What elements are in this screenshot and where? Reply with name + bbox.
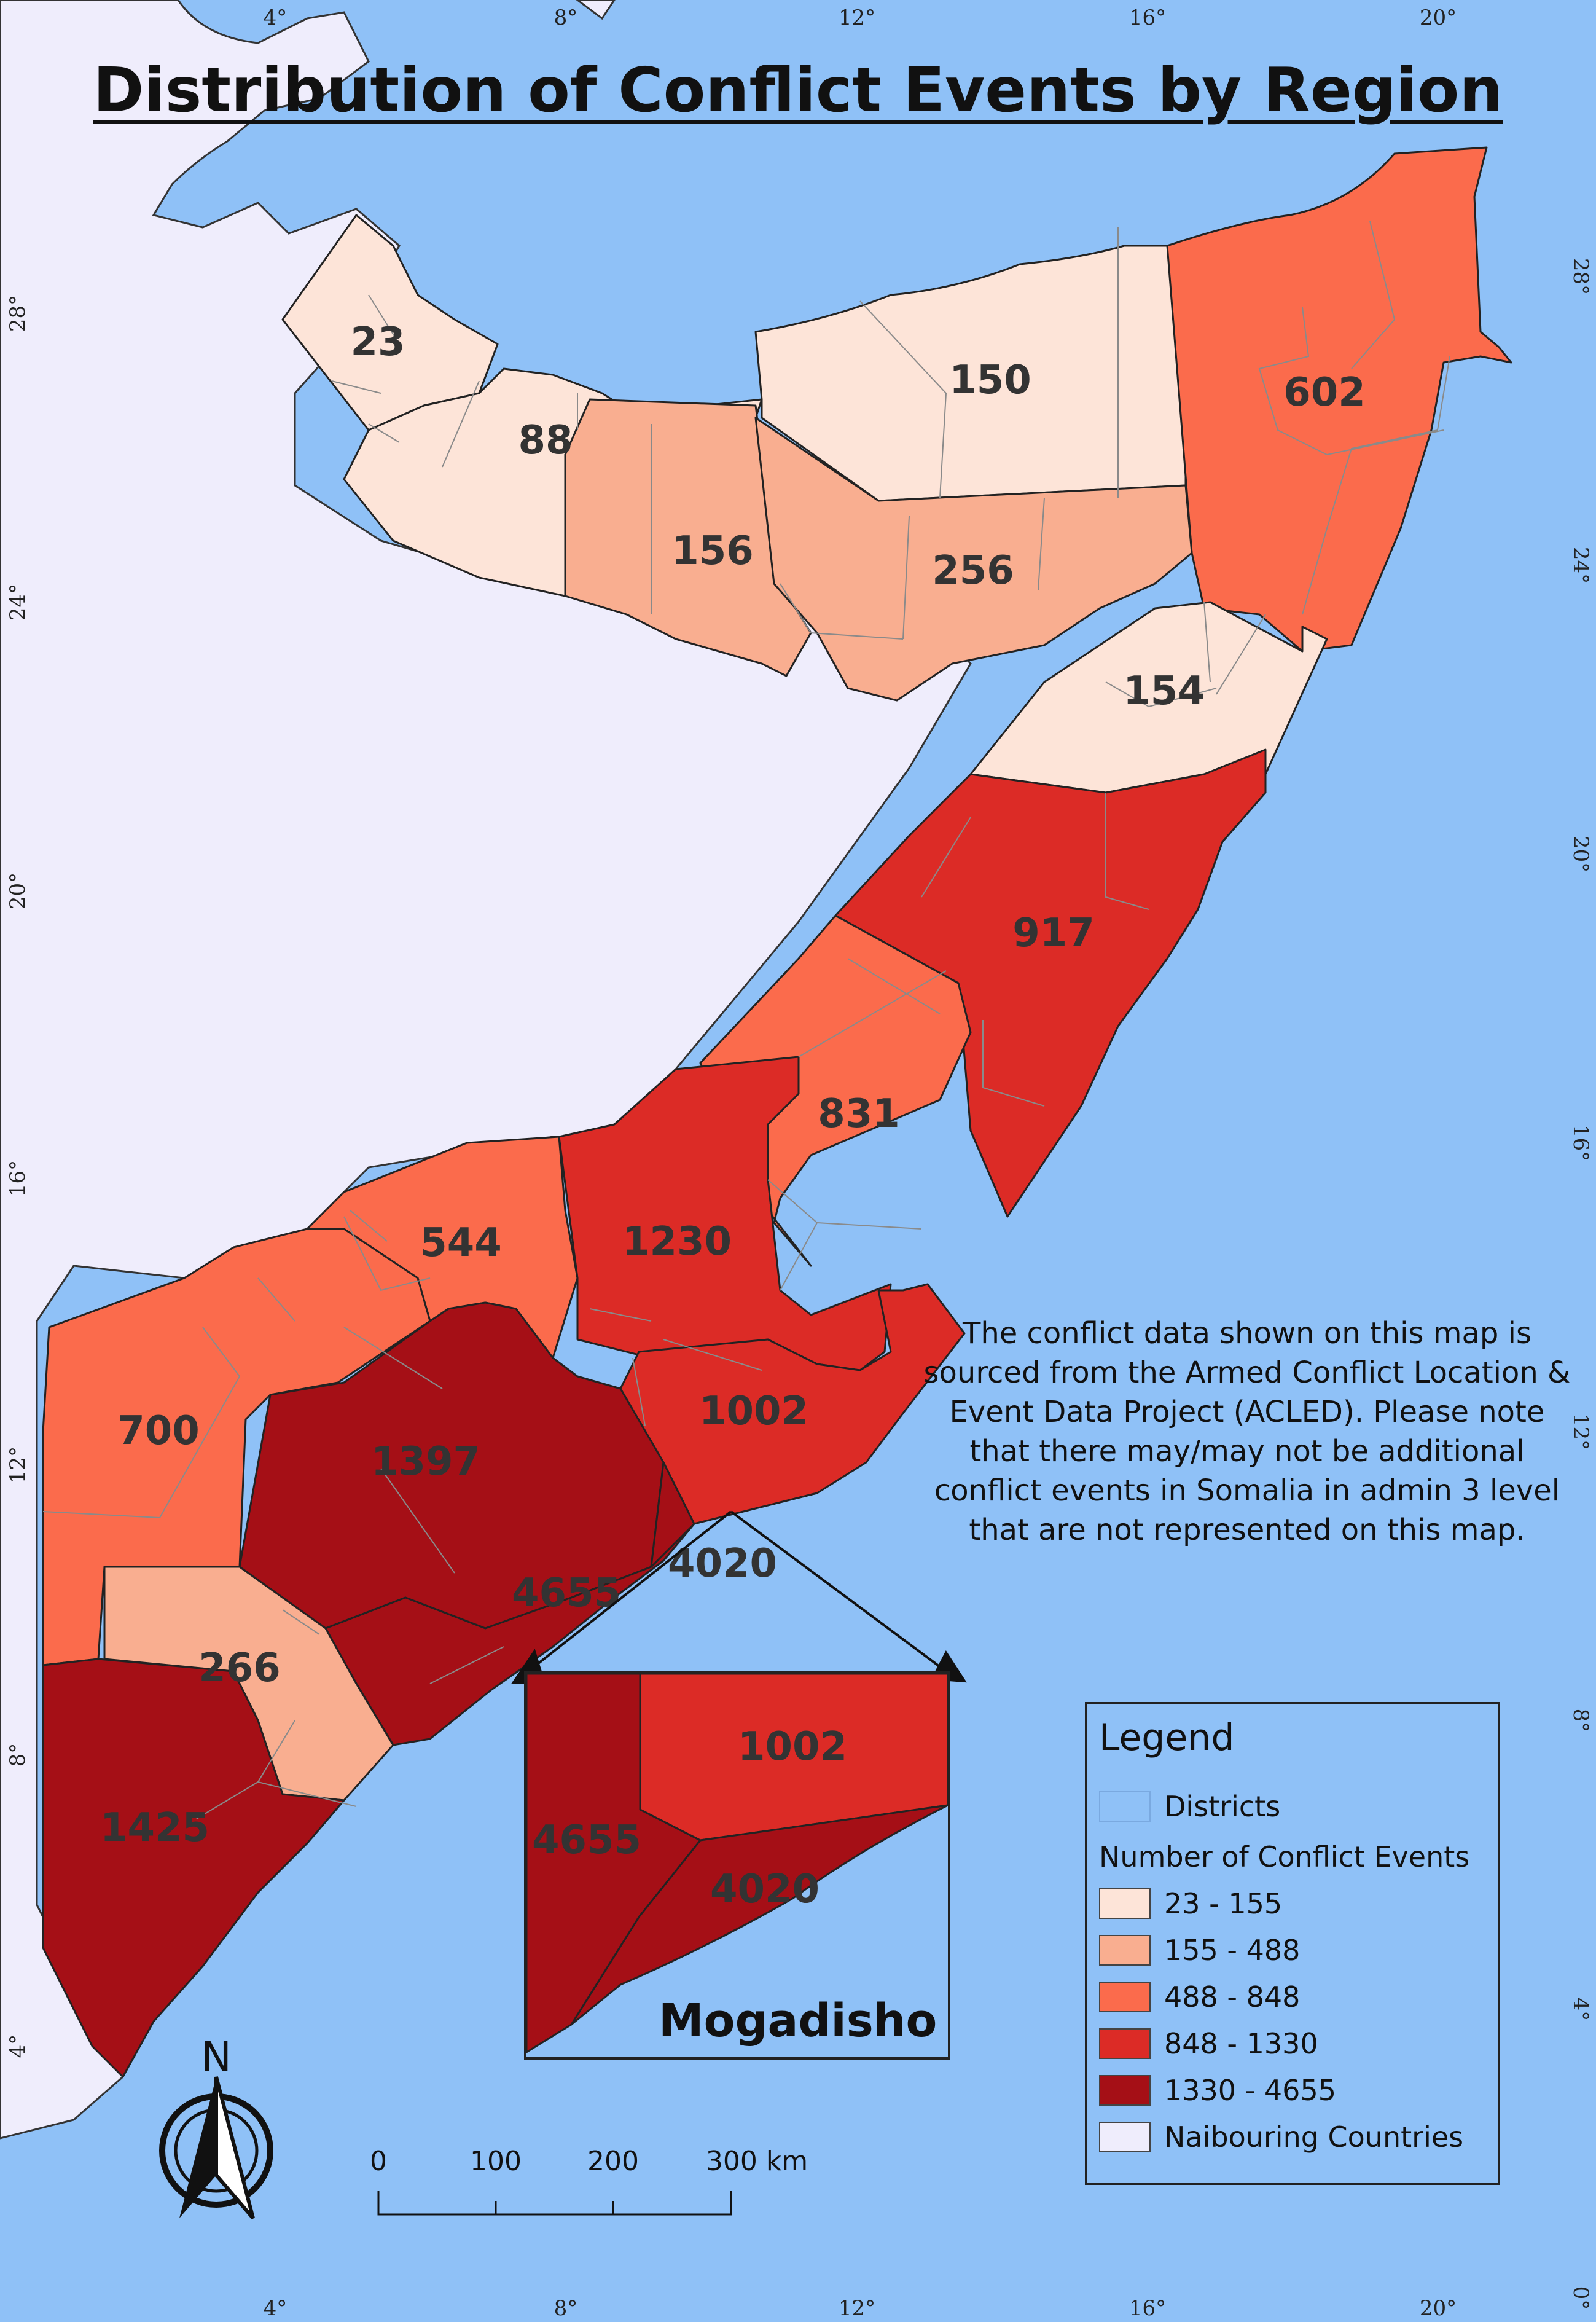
- source-note: The conflict data shown on this map is s…: [923, 1316, 1571, 1547]
- scale-tick-0: 0: [370, 2146, 387, 2177]
- scale-bar: [377, 2191, 732, 2216]
- legend-subtitle: Number of Conflict Events: [1099, 1840, 1470, 1873]
- legend-label-districts: Districts: [1164, 1790, 1281, 1823]
- region-label-256: 256: [932, 548, 1014, 594]
- graticule-right-6: 4°: [1568, 1998, 1593, 2022]
- legend-item-bin-5: 1330 - 4655: [1099, 2074, 1336, 2107]
- graticule-left-3: 16°: [6, 1160, 30, 1197]
- graticule-top-0: 4°: [264, 6, 288, 30]
- scale-tick-100: 100: [470, 2146, 522, 2177]
- graticule-bottom-3: 16°: [1129, 2296, 1166, 2321]
- inset-label-1002: 1002: [738, 1724, 847, 1770]
- region-label-831: 831: [818, 1091, 900, 1137]
- legend-swatch-bin-1: [1099, 1888, 1151, 1919]
- graticule-bottom-4: 20°: [1420, 2296, 1457, 2321]
- inset-map: 1002 4655 4020 Mogadisho: [524, 1671, 950, 2060]
- graticule-top-3: 16°: [1129, 6, 1166, 30]
- graticule-left-2: 20°: [6, 873, 30, 909]
- graticule-bottom-1: 8°: [554, 2296, 578, 2321]
- region-156: [564, 398, 812, 677]
- graticule-bottom-0: 4°: [264, 2296, 288, 2321]
- region-label-150: 150: [949, 358, 1031, 403]
- graticule-left-4: 12°: [6, 1446, 30, 1483]
- legend-label-bin-3: 488 - 848: [1164, 1980, 1301, 2014]
- graticule-bottom-2: 12°: [839, 2296, 875, 2321]
- graticule-right-5: 8°: [1568, 1709, 1593, 1733]
- region-label-266: 266: [198, 1645, 281, 1691]
- graticule-left-0: 28°: [6, 295, 30, 332]
- legend-item-bin-2: 155 - 488: [1099, 1934, 1300, 1967]
- graticule-right-4: 12°: [1568, 1413, 1593, 1450]
- legend-item-bin-1: 23 - 155: [1099, 1887, 1282, 1920]
- region-label-88: 88: [518, 418, 573, 463]
- inset-label-4020: 4020: [710, 1867, 820, 1912]
- north-label: N: [201, 2033, 231, 2081]
- region-label-1230: 1230: [622, 1219, 732, 1265]
- region-label-1425: 1425: [100, 1805, 209, 1851]
- legend-title: Legend: [1099, 1716, 1235, 1759]
- graticule-right-3: 16°: [1568, 1124, 1593, 1161]
- legend-label-bin-5: 1330 - 4655: [1164, 2074, 1336, 2107]
- legend-swatch-districts: [1099, 1791, 1151, 1822]
- region-4655: [324, 1523, 695, 1746]
- region-88: [343, 367, 763, 597]
- region-label-700: 700: [117, 1408, 200, 1454]
- graticule-right-0: 28°: [1568, 258, 1593, 295]
- inset-region-4020: [570, 1804, 949, 2026]
- region-label-544: 544: [420, 1220, 502, 1266]
- graticule-right-7: 0°: [1568, 2286, 1593, 2310]
- legend-swatch-neighbours: [1099, 2122, 1151, 2152]
- graticule-left-6: 4°: [6, 2034, 30, 2058]
- scale-tick-300: 300 km: [706, 2146, 808, 2177]
- region-4020: [650, 1461, 818, 1568]
- region-label-156: 156: [671, 528, 754, 574]
- region-label-602: 602: [1283, 370, 1366, 415]
- legend-label-bin-2: 155 - 488: [1164, 1934, 1301, 1967]
- graticule-left-5: 8°: [6, 1743, 30, 1767]
- legend-swatch-bin-4: [1099, 2028, 1151, 2059]
- region-label-154: 154: [1123, 669, 1205, 714]
- graticule-left-1: 24°: [6, 584, 30, 621]
- district-lines: [42, 221, 1450, 1819]
- region-150: [754, 245, 1187, 502]
- legend-item-districts: Districts: [1099, 1790, 1280, 1823]
- region-label-1397: 1397: [371, 1439, 480, 1485]
- scale-tick-200: 200: [587, 2146, 639, 2177]
- graticule-top-4: 20°: [1420, 6, 1457, 30]
- legend: Legend Districts Number of Conflict Even…: [1085, 1702, 1500, 2185]
- graticule-right-2: 20°: [1568, 836, 1593, 873]
- legend-item-neighbours: Naibouring Countries: [1099, 2120, 1463, 2154]
- north-arrow: N: [159, 2033, 273, 2219]
- legend-swatch-bin-2: [1099, 1935, 1151, 1966]
- graticule-right-1: 24°: [1568, 547, 1593, 584]
- legend-label-neighbours: Naibouring Countries: [1164, 2120, 1464, 2154]
- neighbour-land-top: [576, 0, 616, 20]
- region-label-1002: 1002: [699, 1389, 808, 1434]
- legend-item-bin-3: 488 - 848: [1099, 1980, 1300, 2014]
- inset-label-4655: 4655: [532, 1818, 641, 1863]
- region-917: [834, 748, 1267, 1218]
- legend-label-bin-1: 23 - 155: [1164, 1887, 1283, 1920]
- graticule-top-1: 8°: [554, 6, 578, 30]
- region-label-917: 917: [1012, 911, 1095, 956]
- region-label-4655: 4655: [512, 1571, 621, 1616]
- legend-item-bin-4: 848 - 1330: [1099, 2027, 1318, 2060]
- legend-swatch-bin-3: [1099, 1982, 1151, 2012]
- legend-label-bin-4: 848 - 1330: [1164, 2027, 1318, 2060]
- map-title: Distribution of Conflict Events by Regio…: [93, 54, 1503, 126]
- region-label-23: 23: [350, 320, 405, 365]
- inset-title: Mogadisho: [659, 1994, 937, 2047]
- region-602: [1166, 146, 1512, 653]
- legend-swatch-bin-5: [1099, 2075, 1151, 2106]
- graticule-top-2: 12°: [839, 6, 875, 30]
